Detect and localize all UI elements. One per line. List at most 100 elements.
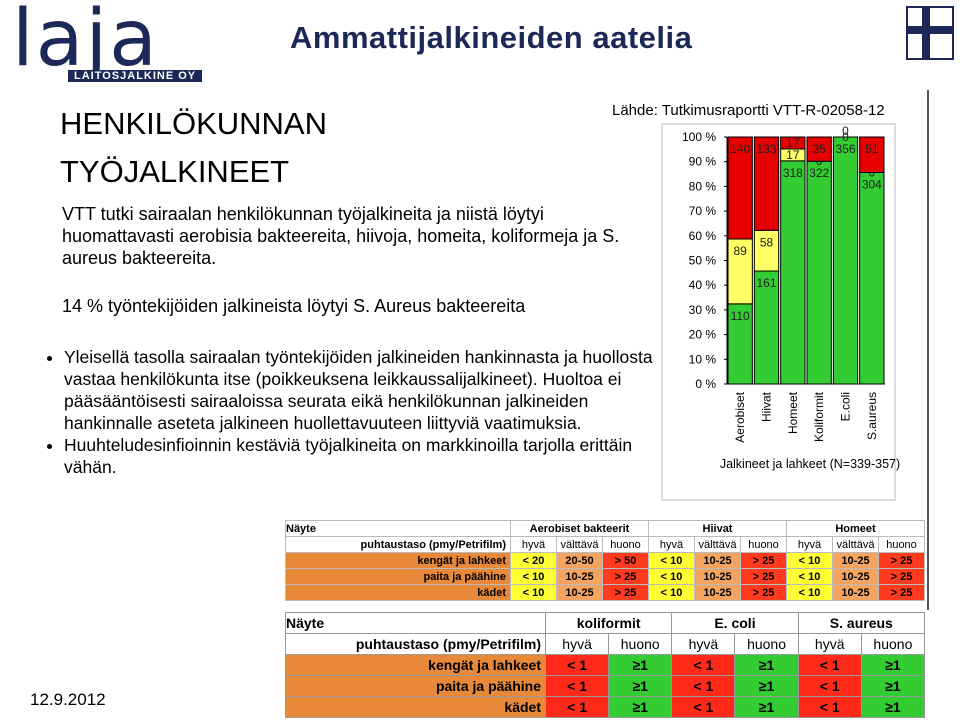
data-label: 51 [865,142,879,156]
row-label: kengät ja lahkeet [285,552,511,569]
bullet: Huuhteludesinfioinnin kestäviä työjalkin… [64,434,654,478]
table-cell: < 1 [797,696,862,718]
x-tick-label: Aerobiset [733,391,747,442]
header-cell: Näyte [285,612,546,634]
table-row: kengät ja lahkeet < 1 ≥1 < 1 ≥1 < 1 ≥1 [285,654,926,676]
table-cell: < 20 [510,552,557,569]
subheader-cell: huono [740,536,787,553]
table-cell: < 10 [510,568,557,585]
table-cell: ≥1 [734,696,799,718]
bullet-list: Yleisellä tasolla sairaalan työntekijöid… [40,346,654,478]
header-row: Näyte koliformit E. coli S. aureus [285,612,926,634]
bullet: Yleisellä tasolla sairaalan työntekijöid… [64,346,654,434]
table-row: kengät ja lahkeet < 20 20-50 > 50 < 10 10-25 >… [285,552,925,569]
table-cell: ≥1 [608,675,673,697]
table-cell: ≥1 [734,675,799,697]
bar-segment [780,136,806,150]
table-cell: < 10 [648,584,695,601]
table-cell: > 25 [740,552,787,569]
table-cell: > 25 [602,584,649,601]
header-cell: E. coli [671,612,799,634]
table-cell: > 25 [740,568,787,585]
header-cell: S. aureus [797,612,926,634]
subheader-cell: puhtaustaso (pmy/Petrifilm) [285,536,511,553]
data-label: 133 [756,142,776,156]
data-label: 58 [760,235,774,249]
table-cell: < 1 [671,696,736,718]
subheader-cell: hyvä [671,633,736,655]
data-label: 0 [842,130,849,144]
bar-segment [753,136,780,231]
data-label: 0 [842,124,849,138]
table-cell: 10-25 [694,552,741,569]
table-row: paita ja päähine < 10 10-25 > 25 < 10 10-25 > … [285,568,925,585]
table-cell: < 10 [510,584,557,601]
header-cell: Hiivat [648,520,787,537]
table-cell: < 1 [671,675,736,697]
table-cell: 10-25 [832,552,879,569]
subheader-cell: huono [860,633,926,655]
header-cell: Aerobiset bakteerit [510,520,649,537]
table: Näyte Aerobiset bakteerit Hiivat Homeet puht… [285,520,925,601]
source: Lähde: Tutkimusraportti VTT-R-02058-12 [612,102,885,119]
table-cell: > 25 [878,552,925,569]
chart: Jalkineet ja lahkeet (N=339-357) 0 % 10 %… [661,123,900,501]
x-tick-label: Hiivat [760,391,774,422]
table-cell: < 10 [648,552,695,569]
bar-segment [727,238,753,305]
y-tick-label: 80 % [689,179,717,193]
x-tick-label: E.coli [839,392,853,421]
bar-segment [753,270,780,385]
data-label: 110 [731,309,750,323]
data-label: 304 [862,177,882,191]
table-cell: ≥1 [860,696,926,718]
header-cell: Homeet [786,520,925,537]
divider [927,90,929,610]
slide-title: HENKILÖKUNNAN TYÖJALKINEET [60,106,327,189]
data-label: 89 [733,244,747,258]
logo-subtitle: LAITOSJALKINE OY [68,70,203,82]
header-title: Ammattijalkineiden aatelia [290,20,693,55]
subheader-cell: hyvä [544,633,610,655]
header-row: Näyte Aerobiset bakteerit Hiivat Homeet [285,520,925,537]
intro-text: VTT tutki sairaalan henkilökunnan työjal… [62,204,620,268]
bar-segment [806,160,832,385]
table-row: kädet < 1 ≥1 < 1 ≥1 < 1 ≥1 [285,696,926,718]
table-cell: < 10 [786,568,833,585]
row-label: paita ja päähine [285,675,546,697]
subheader-cell: välttävä [832,536,879,553]
table-cell: < 1 [544,654,610,676]
x-axis-title: Jalkineet ja lahkeet (N=339-357) [720,457,900,471]
subheader-row: puhtaustaso (pmy/Petrifilm) hyvä välttävä h… [285,536,925,553]
header-cell: Näyte [285,520,511,537]
table-cell: > 50 [602,552,649,569]
subheader-cell: huono [878,536,925,553]
subheader-cell: hyvä [510,536,557,553]
table-cell: < 10 [786,584,833,601]
y-tick-label: 100 % [682,130,716,144]
data-label: 356 [835,142,855,156]
table-cell: 10-25 [694,584,741,601]
table-cell: > 25 [878,584,925,601]
table-cell: > 25 [740,584,787,601]
table-cell: ≥1 [734,654,799,676]
subheader-cell: hyvä [797,633,862,655]
subheader-row: puhtaustaso (pmy/Petrifilm) hyvä huono hyvä… [285,633,926,655]
table-cell: ≥1 [860,675,926,697]
y-tick-label: 10 % [689,352,717,366]
table-row: kädet < 10 10-25 > 25 < 10 10-25 > 25 < 10 10-25… [285,584,925,601]
table-cell: < 10 [648,568,695,585]
highlight-text: 14 % työntekijöiden jalkineista löytyi S… [62,296,526,316]
data-label: 318 [783,166,803,180]
bar-segment [859,171,885,385]
subheader-cell: puhtaustaso (pmy/Petrifilm) [285,633,546,655]
table-cell: ≥1 [608,696,673,718]
table-row: paita ja päähine < 1 ≥1 < 1 ≥1 < 1 ≥1 [285,675,926,697]
row-label: kädet [285,584,511,601]
table-cell: > 25 [602,568,649,585]
table-cell: 10-25 [556,584,603,601]
y-tick-label: 70 % [689,204,717,218]
bar-segment [780,160,806,385]
bar-segment [727,136,753,240]
